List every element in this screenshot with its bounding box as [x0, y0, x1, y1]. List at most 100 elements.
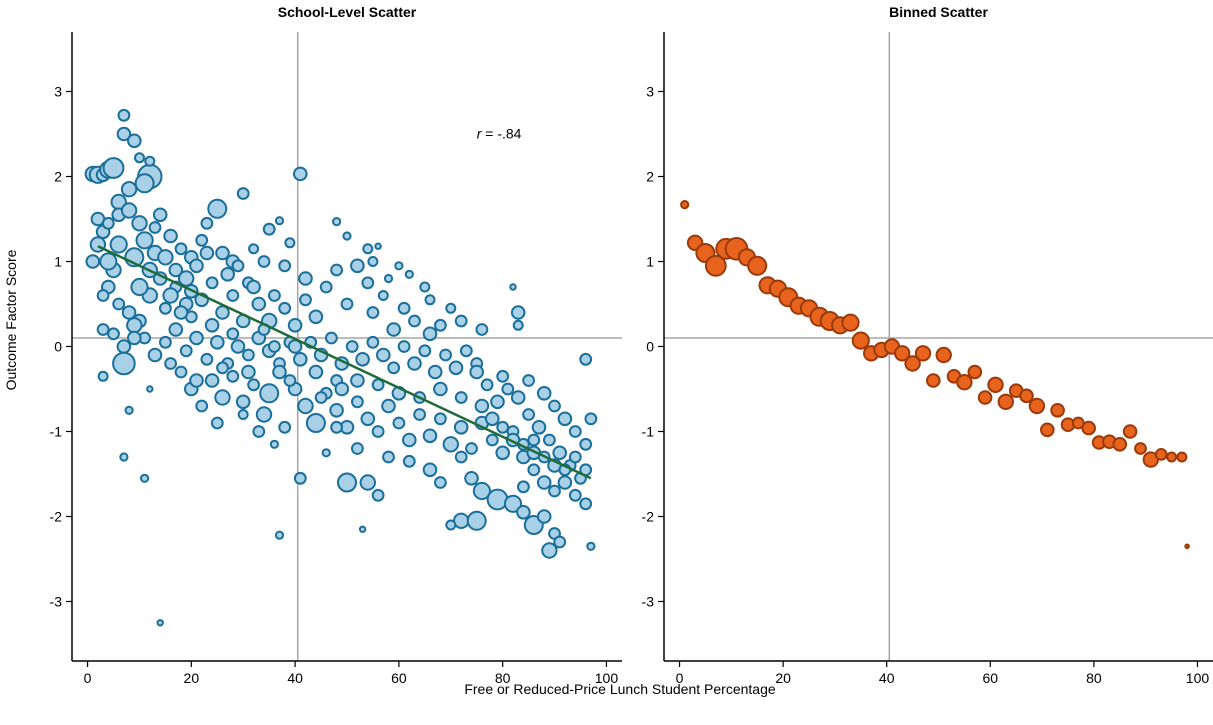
- data-point: [178, 270, 195, 287]
- data-point: [144, 155, 156, 167]
- data-point: [168, 322, 184, 337]
- data-point: [157, 249, 174, 266]
- data-point: [382, 450, 395, 464]
- data-point: [381, 398, 396, 414]
- data-point: [536, 475, 552, 490]
- data-point: [1184, 543, 1190, 550]
- data-point: [135, 231, 154, 250]
- data-point: [164, 357, 178, 370]
- x-tick-label: 100: [595, 670, 619, 686]
- data-point: [935, 346, 952, 364]
- correlation-annotation: r = -.84: [477, 125, 522, 141]
- data-point: [376, 347, 391, 363]
- data-point: [283, 374, 297, 387]
- data-point: [851, 331, 870, 350]
- data-point: [434, 412, 447, 426]
- data-point: [536, 509, 552, 524]
- data-point: [445, 302, 457, 314]
- data-point: [442, 436, 459, 453]
- data-point: [210, 335, 225, 350]
- data-point: [474, 398, 490, 414]
- data-point: [159, 301, 172, 315]
- data-point: [284, 237, 296, 249]
- data-point: [490, 394, 505, 410]
- data-point: [402, 454, 416, 468]
- data-point: [407, 356, 422, 371]
- data-point: [189, 330, 204, 346]
- data-point: [422, 428, 438, 444]
- data-point: [512, 319, 524, 331]
- data-point: [586, 541, 596, 551]
- data-point: [237, 409, 249, 420]
- data-point: [377, 290, 389, 301]
- data-point: [220, 267, 235, 282]
- data-point: [152, 207, 168, 223]
- data-point: [527, 463, 541, 477]
- data-point: [1081, 420, 1096, 436]
- data-point: [510, 305, 526, 320]
- data-point: [241, 364, 256, 380]
- data-point: [109, 235, 128, 254]
- data-point: [205, 276, 219, 290]
- data-point: [424, 294, 436, 306]
- data-point: [319, 280, 333, 294]
- data-point: [112, 297, 126, 311]
- data-point: [134, 173, 155, 194]
- data-point: [325, 331, 338, 345]
- data-point: [174, 365, 188, 379]
- y-tick-label: 3: [646, 84, 654, 100]
- shared-y-axis-label: Outcome Factor Score: [3, 249, 19, 390]
- data-point: [297, 397, 314, 415]
- data-point: [503, 494, 523, 513]
- data-point: [1154, 448, 1168, 461]
- data-point: [121, 305, 137, 320]
- data-point: [422, 462, 438, 478]
- data-point: [200, 352, 214, 366]
- data-point: [516, 505, 531, 520]
- data-point: [204, 318, 220, 333]
- data-point: [987, 376, 1004, 393]
- data-point: [257, 255, 271, 268]
- data-point: [454, 314, 468, 328]
- data-point: [107, 327, 120, 341]
- data-point: [392, 416, 406, 430]
- data-point: [124, 405, 134, 415]
- chart-title: Binned Scatter: [889, 4, 988, 20]
- data-point: [536, 386, 552, 401]
- data-point: [408, 314, 421, 328]
- data-point: [163, 228, 178, 244]
- data-point: [475, 323, 489, 336]
- data-point: [96, 289, 110, 302]
- data-point: [248, 243, 260, 255]
- data-point: [548, 484, 561, 498]
- fit-line: [97, 245, 592, 480]
- data-point: [251, 296, 267, 312]
- data-point: [308, 309, 324, 325]
- data-point: [531, 420, 547, 435]
- y-tick-label: 1: [54, 254, 62, 270]
- data-point: [162, 287, 179, 304]
- data-point: [130, 277, 149, 297]
- data-point: [140, 473, 150, 483]
- x-tick-label: 100: [1186, 670, 1210, 686]
- data-point: [465, 442, 478, 455]
- data-point: [287, 318, 303, 333]
- data-point: [371, 488, 385, 502]
- data-point: [387, 361, 401, 375]
- data-point: [579, 437, 593, 451]
- data-point: [568, 488, 582, 502]
- data-point: [747, 255, 768, 276]
- data-point: [434, 318, 447, 332]
- data-points: [680, 200, 1190, 550]
- data-point: [557, 411, 573, 427]
- data-point: [350, 373, 365, 388]
- data-point: [156, 619, 164, 627]
- data-point: [967, 364, 983, 380]
- data-point: [252, 425, 266, 438]
- data-point: [579, 352, 593, 366]
- data-point: [552, 445, 568, 461]
- data-point: [216, 361, 229, 375]
- data-point: [259, 383, 280, 404]
- data-point: [841, 313, 860, 332]
